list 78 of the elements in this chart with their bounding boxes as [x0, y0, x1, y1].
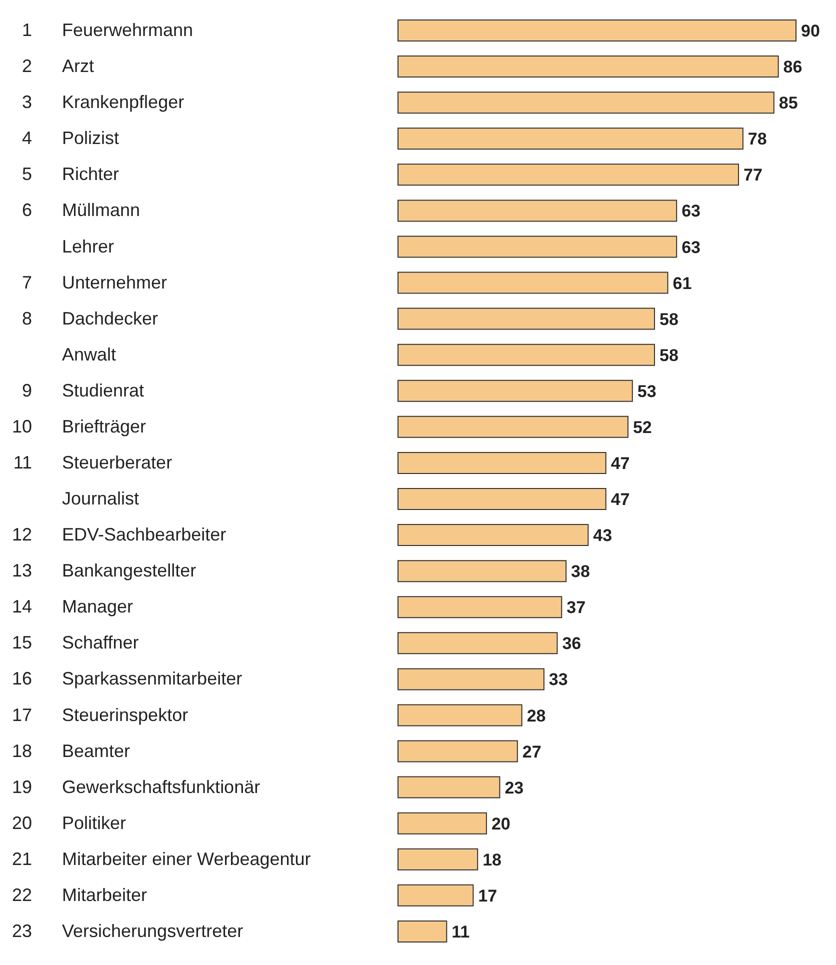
bar [398, 884, 474, 906]
data-label: 86 [783, 58, 802, 77]
category-label: 5 Richter [22, 164, 120, 184]
category-label: 6 Müllmann [22, 200, 140, 220]
bar [398, 92, 774, 114]
data-label: 90 [801, 22, 820, 41]
data-label: 36 [562, 634, 582, 654]
data-label: 58 [659, 310, 678, 329]
bar [398, 308, 655, 330]
bar [398, 704, 522, 726]
bar [398, 416, 628, 438]
bar [398, 128, 744, 150]
y-tick-label: Lehrer [62, 236, 114, 256]
bar [398, 200, 678, 222]
category-label: 21 Mitarbeiter einer Werbeagentur [12, 848, 311, 869]
data-label: 85 [778, 94, 798, 113]
bar [398, 776, 500, 798]
bar [398, 452, 606, 474]
bar [398, 668, 544, 690]
bar [398, 632, 558, 654]
category-label: 10 Briefträger [12, 416, 146, 436]
category-label: 22 Mitarbeiter [12, 884, 148, 905]
bar [398, 380, 633, 402]
data-label: 47 [610, 490, 630, 510]
data-label: 11 [452, 922, 470, 942]
data-label: 33 [548, 670, 568, 690]
bar [398, 236, 678, 258]
bar [398, 164, 740, 186]
data-label: 28 [526, 706, 546, 726]
data-label: 18 [482, 850, 502, 870]
data-label: 63 [682, 202, 701, 221]
category-label: 20 Politiker [12, 812, 126, 833]
bar [398, 344, 655, 366]
category-label: 23 Versicherungsvertreter [12, 920, 244, 941]
data-label: 38 [571, 562, 590, 582]
category-label: 11 Steuerberater [13, 452, 172, 472]
category-label: 2 Arzt [22, 56, 94, 76]
category-label: 19 Gewerkschaftsfunktionär [12, 776, 260, 797]
data-label: 53 [637, 382, 656, 401]
data-label: 52 [632, 418, 652, 437]
data-label: 63 [682, 238, 701, 257]
category-label: 17 Steuerinspektor [12, 704, 188, 725]
data-label: 47 [610, 454, 630, 473]
data-label: 17 [478, 886, 498, 906]
bar [398, 596, 562, 618]
bar [398, 848, 478, 870]
category-label: 14 Manager [12, 596, 134, 617]
data-label: 77 [744, 166, 762, 185]
bar [398, 812, 487, 834]
bar [398, 740, 518, 762]
category-label: 8 Dachdecker [22, 308, 158, 328]
data-label: 27 [522, 742, 542, 762]
bar [398, 560, 567, 582]
data-label: 37 [566, 598, 586, 618]
category-label: 12 EDV-Sachbearbeiter [12, 524, 226, 545]
data-label: 43 [593, 526, 612, 546]
category-label: 4 Polizist [22, 128, 120, 148]
category-label: 18 Beamter [12, 740, 130, 761]
category-label: 13 Bankangestellter [12, 560, 196, 581]
data-label: 61 [672, 274, 692, 293]
bar [398, 56, 779, 78]
bar [398, 524, 589, 546]
y-tick-label: Journalist [62, 488, 140, 509]
bar [398, 920, 448, 942]
bar [398, 20, 796, 42]
category-label: 9 Studienrat [22, 380, 144, 400]
data-label: 20 [491, 814, 510, 834]
data-label: 58 [659, 346, 678, 365]
category-label: 1 Feuerwehrmann [22, 20, 194, 40]
y-tick-label: Anwalt [62, 344, 116, 364]
category-label: 15 Schaffner [12, 632, 139, 653]
bar [398, 272, 668, 294]
category-label: 16 Sparkassenmitarbeiter [12, 668, 242, 689]
data-label: 23 [504, 778, 524, 798]
bar [398, 488, 606, 510]
category-label: 7 Unternehmer [22, 272, 168, 292]
category-label: 3 Krankenpfleger [22, 92, 184, 112]
data-label: 78 [748, 130, 767, 149]
